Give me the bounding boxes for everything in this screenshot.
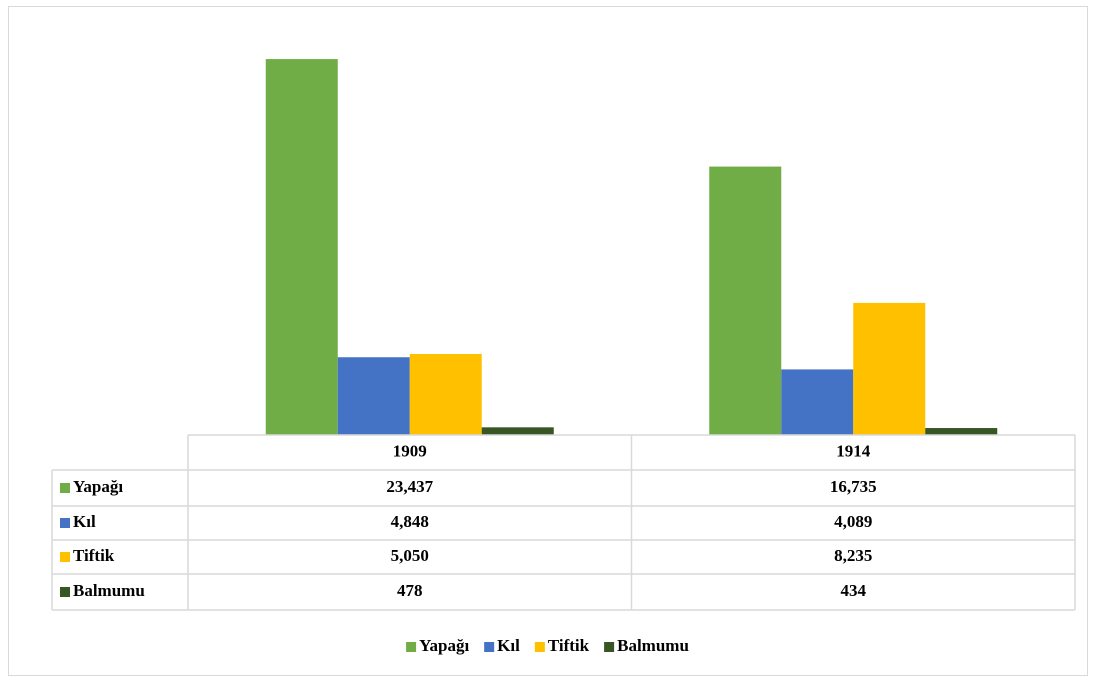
table-legend-key xyxy=(60,587,70,597)
bar xyxy=(265,59,338,435)
bar xyxy=(781,369,854,435)
table-legend-key xyxy=(60,518,70,528)
legend-label: Yapağı xyxy=(419,636,469,655)
table-header: 1909 xyxy=(393,441,427,460)
table-cell: 434 xyxy=(841,581,867,600)
table-cell: 23,437 xyxy=(386,477,433,496)
legend-key xyxy=(534,642,545,652)
table-cell: 8,235 xyxy=(834,546,872,565)
legend-key xyxy=(484,642,495,652)
bar xyxy=(409,353,482,435)
table-row-label: Tiftik xyxy=(73,546,115,565)
table-header: 1914 xyxy=(836,441,871,460)
legend-label: Tiftik xyxy=(548,636,590,655)
legend-key xyxy=(604,642,615,652)
bar xyxy=(925,428,998,435)
table-row-label: Yapağı xyxy=(73,477,123,496)
table-legend-key xyxy=(60,552,70,562)
legend-label: Kıl xyxy=(497,636,520,655)
table-row-label: Kıl xyxy=(73,512,96,531)
table-cell: 4,089 xyxy=(834,512,872,531)
table-row-label: Balmumu xyxy=(73,581,145,600)
table-cell: 5,050 xyxy=(391,546,429,565)
bar xyxy=(853,302,926,435)
legend-key xyxy=(406,642,417,652)
table-cell: 4,848 xyxy=(391,512,429,531)
chart-frame xyxy=(8,6,1088,676)
table-cell: 478 xyxy=(397,581,423,600)
legend-label: Balmumu xyxy=(617,636,689,655)
table-legend-key xyxy=(60,483,70,493)
table-cell: 16,735 xyxy=(830,477,877,496)
bar xyxy=(709,166,782,435)
bar xyxy=(481,427,554,435)
bar xyxy=(337,357,410,435)
